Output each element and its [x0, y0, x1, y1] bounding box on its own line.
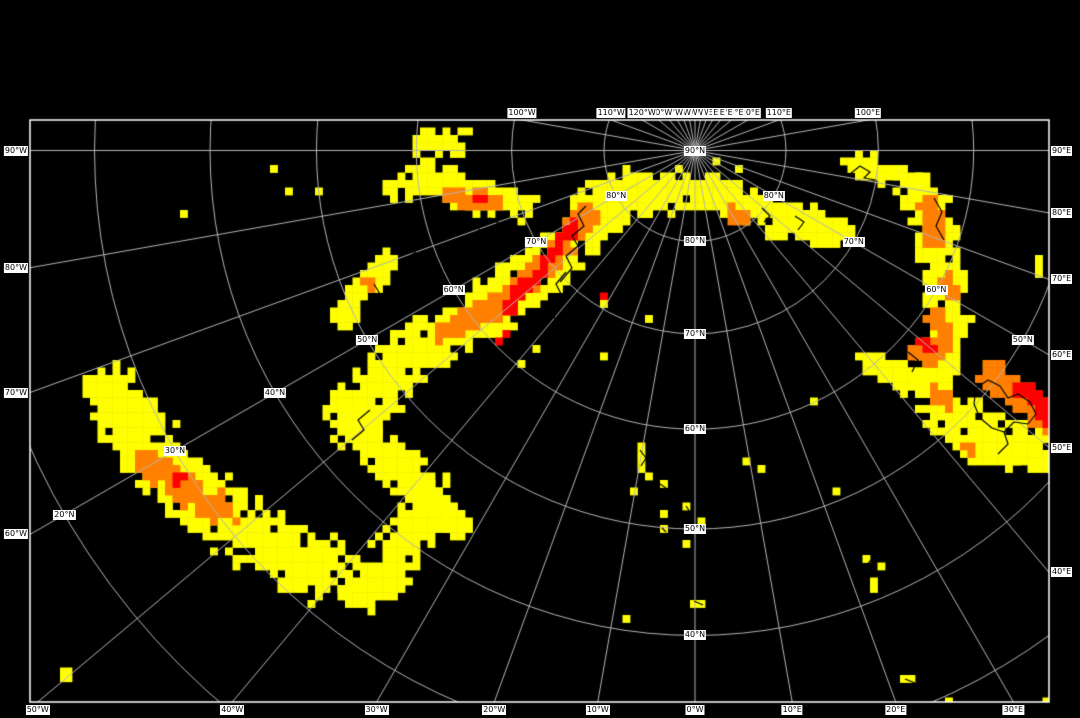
map-canvas — [0, 0, 1080, 718]
probability-map-figure: 0.5 0.7 0.8 0.9 1 90°N20°N30°N40°N50°N60… — [0, 0, 1080, 718]
